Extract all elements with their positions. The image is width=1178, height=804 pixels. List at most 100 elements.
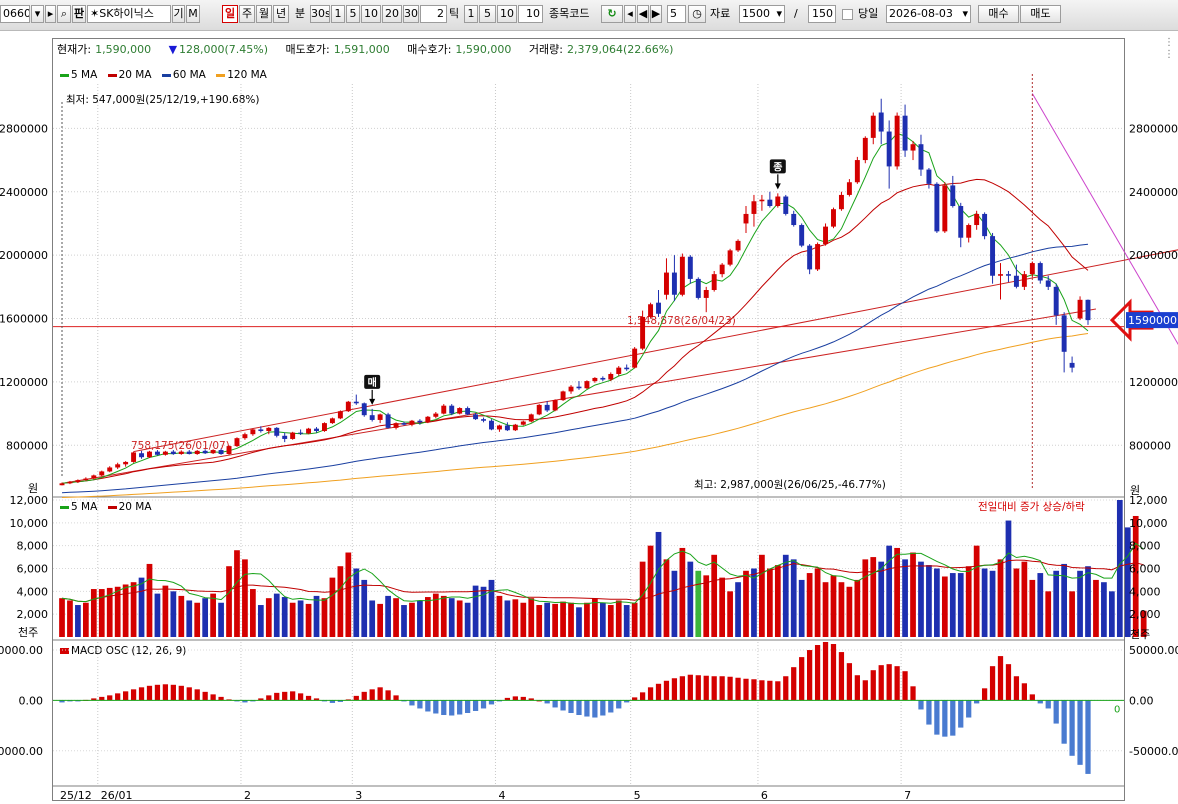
code-dropdown-button[interactable]: ▾ [31, 5, 44, 23]
chevron-left-icon: ◂ [627, 7, 633, 20]
toolbar: 0660 ▾ ▸ ⌕ 판 ✶SK하이닉스 기 M 일 주 월 년 분 30s 1… [0, 0, 1178, 31]
current-price: 1,590,000 [95, 43, 152, 56]
current-price-tag-text: 1590000 [1128, 314, 1177, 327]
search-icon: ⌕ [60, 7, 68, 20]
legend-ma60: 60 MA [161, 69, 206, 81]
triangle-left-icon: ◀ [638, 7, 648, 20]
price-tick-left: 1600000 [0, 313, 48, 326]
tick-5-button[interactable]: 5 [479, 5, 496, 23]
tab-monthly[interactable]: 월 [256, 5, 272, 23]
tab-yearly[interactable]: 년 [273, 5, 289, 23]
data-label: 자료 [710, 7, 731, 20]
chart-frame [52, 38, 1125, 801]
tick-value-field[interactable]: 2 [420, 5, 447, 23]
volume-tick-left: 4,000 [17, 585, 49, 598]
volume-label: 거래량: [528, 43, 563, 56]
extra-button-m[interactable]: M [186, 5, 200, 23]
volume-title: 전일대비 증가 상승/하락 [978, 501, 1085, 513]
tab-daily[interactable]: 일 [222, 5, 238, 23]
legend-ma5: 5 MA [60, 69, 97, 81]
scroll-prev-button[interactable]: ◀ [637, 5, 649, 23]
scroll-next-button[interactable]: ▶ [650, 5, 662, 23]
volume-tick-left: 2,000 [17, 608, 49, 621]
search-button[interactable]: ⌕ [57, 5, 71, 23]
minute-30-button[interactable]: 30 [403, 5, 419, 23]
ask-label: 매도호가: [285, 43, 330, 56]
buy-button[interactable]: 매수 [978, 5, 1019, 23]
tab-minute[interactable]: 분 [295, 7, 306, 20]
volume-tick-left: 12,000 [10, 494, 49, 507]
ask-price: 1,591,000 [333, 43, 390, 56]
triangle-right-icon: ▶ [651, 7, 661, 20]
volume-unit-left: 천주 [18, 625, 38, 639]
price-tick-right: 800000 [1129, 439, 1171, 452]
price-tick-left: 2000000 [0, 249, 48, 262]
slash-label: / [794, 7, 798, 20]
scroll-left-button[interactable]: ◂ [624, 5, 636, 23]
step-field[interactable]: 5 [667, 5, 686, 23]
macd-tick-right: 50000.00 [1129, 644, 1178, 657]
legend-ma20: 20 MA [107, 69, 152, 81]
legend-ma120: 120 MA [216, 69, 267, 81]
dropdown-icon: ▾ [34, 7, 41, 20]
channel-annotation: 758,175(26/01/07) [131, 440, 230, 452]
play-right-icon: ▸ [47, 7, 54, 20]
legend-vol-ma5: 5 MA [60, 501, 97, 513]
high-annotation: 최고: 2,987,000원(26/06/25,-46.77%) [694, 479, 886, 491]
price-tick-left: 2800000 [0, 122, 48, 135]
volume-bar [1124, 527, 1131, 637]
next-stock-button[interactable]: ▸ [45, 5, 56, 23]
minute-5-button[interactable]: 5 [346, 5, 360, 23]
tab-weekly[interactable]: 주 [239, 5, 255, 23]
grip-icon[interactable]: ⋮ [1164, 49, 1174, 60]
today-label: 당일 [858, 7, 879, 20]
volume-tick-right: 4,000 [1129, 585, 1161, 598]
minute-1-button[interactable]: 1 [331, 5, 345, 23]
hline-annotation: 1,548,878(26/04/23) [627, 315, 736, 327]
display-count-field[interactable]: 150 [808, 5, 836, 23]
volume-tick-left: 8,000 [17, 540, 49, 553]
tick-count-field[interactable]: 10 [518, 5, 543, 23]
volume-tick-right: 2,000 [1129, 608, 1161, 621]
minute-10-button[interactable]: 10 [361, 5, 381, 23]
date-picker[interactable]: 2026-08-03 ▾ [886, 5, 971, 23]
tick-1-button[interactable]: 1 [464, 5, 478, 23]
bid-price: 1,590,000 [455, 43, 512, 56]
minute-20-button[interactable]: 20 [382, 5, 402, 23]
dropdown-icon: ▾ [776, 7, 782, 20]
price-unit-left: 원 [28, 482, 38, 495]
change-down-arrow-icon: ▼ [168, 43, 178, 56]
volume-tick-right: 6,000 [1129, 563, 1161, 576]
price-tick-left: 2400000 [0, 186, 48, 199]
refresh-button[interactable]: ↻ [601, 5, 623, 23]
bid-label: 매수호가: [407, 43, 452, 56]
volume-tick-right: 10,000 [1129, 517, 1168, 530]
macd-tick-right: 0.00 [1129, 694, 1154, 707]
tab-30s[interactable]: 30s [310, 5, 330, 23]
stock-name-field[interactable]: ✶SK하이닉스 [87, 5, 171, 23]
price-tick-right: 2400000 [1129, 186, 1178, 199]
refresh-icon: ↻ [607, 7, 617, 20]
grip-icon[interactable]: ⋮ [1164, 37, 1174, 48]
stock-board-button[interactable]: 판 [72, 5, 86, 23]
settings-button[interactable]: ◷ [688, 5, 706, 23]
tick-10-button[interactable]: 10 [497, 5, 517, 23]
current-price-tag [1126, 312, 1178, 329]
tick-label: 틱 [449, 7, 460, 20]
sell-button[interactable]: 매도 [1020, 5, 1061, 23]
data-count-select[interactable]: 1500 ▾ [739, 5, 785, 23]
price-tick-right: 2800000 [1129, 122, 1178, 135]
today-checkbox[interactable] [842, 9, 853, 20]
legend-macd: MACD OSC (12, 26, 9) [60, 645, 186, 657]
volume-bar [1132, 515, 1139, 637]
stock-code-field[interactable]: 0660 [0, 5, 30, 23]
volume-tick-left: 10,000 [10, 517, 49, 530]
macd-tick-left: 0.00 [19, 694, 44, 707]
macd-tick-left: 50000.00 [0, 644, 43, 657]
price-legend: 5 MA 20 MA 60 MA 120 MA [60, 68, 274, 82]
price-tick-left: 800000 [6, 439, 48, 452]
extra-button-gi[interactable]: 기 [172, 5, 185, 23]
clock-icon: ◷ [692, 7, 702, 20]
legend-vol-ma20: 20 MA [107, 501, 152, 513]
